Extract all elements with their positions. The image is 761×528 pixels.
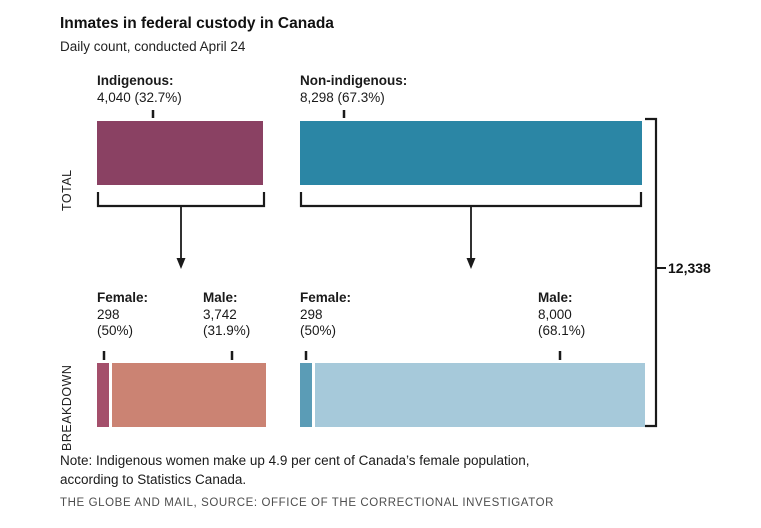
breakdown-pct: (68.1%) — [538, 323, 586, 338]
bar-total-non-indigenous — [300, 121, 642, 185]
bracket-indigenous — [96, 192, 266, 208]
chart-note: Note: Indigenous women make up 4.9 per c… — [60, 451, 530, 489]
grand-total-value: 12,338 — [668, 260, 711, 276]
breakdown-header: Male: — [538, 290, 573, 305]
bar-breakdown-indigenous-female — [97, 363, 109, 427]
group-header: Indigenous: — [97, 73, 174, 88]
bracket-non-indigenous — [299, 192, 643, 208]
group-value: 4,040 (32.7%) — [97, 90, 182, 105]
group-value: 8,298 (67.3%) — [300, 90, 385, 105]
breakdown-header: Male: — [203, 290, 238, 305]
breakdown-header: Female: — [300, 290, 352, 305]
breakdown-count: 8,000 — [538, 306, 572, 322]
bar-total-indigenous — [97, 121, 263, 185]
bar-breakdown-non-indigenous-female — [300, 363, 312, 427]
chart-subtitle: Daily count, conducted April 24 — [60, 39, 246, 54]
breakdown-count: 298 — [300, 306, 323, 322]
group-header: Non-indigenous: — [300, 73, 408, 88]
breakdown-label-non-indigenous-female: Female: 298 (50%) — [300, 290, 351, 340]
breakdown-label-indigenous-female: Female: 298 (50%) — [97, 290, 148, 340]
row-label-total: TOTAL — [60, 169, 74, 211]
note-line-1: Note: Indigenous women make up 4.9 per c… — [60, 453, 530, 468]
source-credit: THE GLOBE AND MAIL, SOURCE: OFFICE OF TH… — [60, 497, 555, 509]
breakdown-count: 298 — [97, 306, 120, 322]
row-label-breakdown: BREAKDOWN — [60, 364, 74, 451]
breakdown-pct: (50%) — [300, 323, 337, 338]
arrow-non-indigenous-head — [466, 258, 476, 269]
grand-total-bracket — [645, 117, 658, 428]
note-line-2: according to Statistics Canada. — [60, 472, 247, 487]
page-title: Inmates in federal custody in Canada — [60, 15, 334, 32]
bar-breakdown-indigenous-male — [112, 363, 266, 427]
breakdown-header: Female: — [97, 290, 149, 305]
group-label-indigenous: Indigenous: 4,040 (32.7%) — [97, 72, 182, 106]
breakdown-label-indigenous-male: Male: 3,742 (31.9%) — [203, 290, 250, 340]
breakdown-pct: (31.9%) — [203, 323, 251, 338]
breakdown-label-non-indigenous-male: Male: 8,000 (68.1%) — [538, 290, 585, 340]
breakdown-pct: (50%) — [97, 323, 134, 338]
arrow-indigenous-head — [176, 258, 186, 269]
bar-breakdown-non-indigenous-male — [315, 363, 645, 427]
group-label-non-indigenous: Non-indigenous: 8,298 (67.3%) — [300, 72, 407, 106]
breakdown-count: 3,742 — [203, 306, 237, 322]
